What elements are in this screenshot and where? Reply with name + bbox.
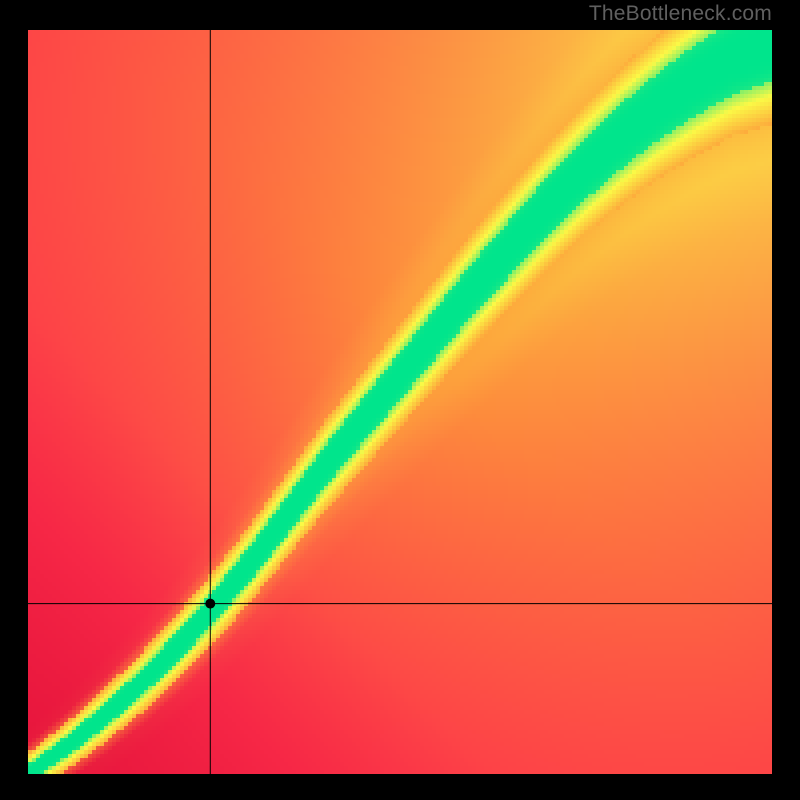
heatmap-plot	[28, 30, 772, 774]
watermark-text: TheBottleneck.com	[589, 2, 772, 26]
crosshair-dot	[205, 599, 215, 609]
chart-frame: TheBottleneck.com	[0, 0, 800, 800]
crosshair-overlay	[28, 30, 772, 774]
